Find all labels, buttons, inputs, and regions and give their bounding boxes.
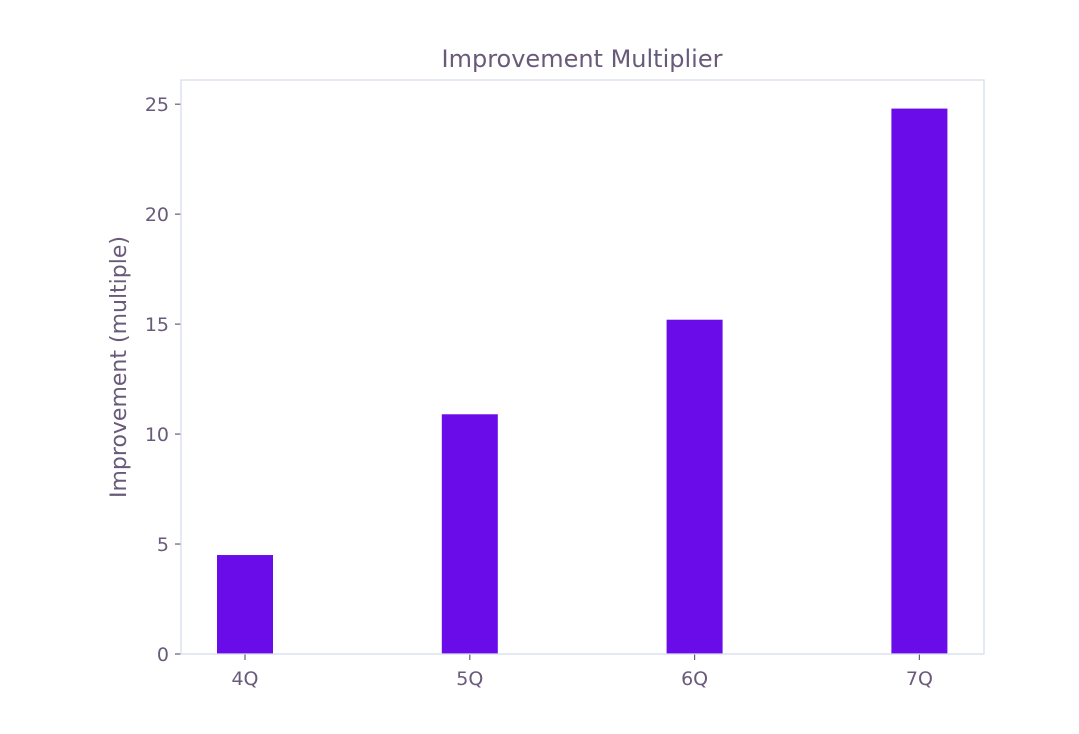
x-tick-label: 7Q: [906, 668, 933, 690]
y-tick-label: 10: [145, 424, 169, 446]
y-axis-ticks: 0 5 10 15 20 25: [145, 94, 181, 666]
y-tick-label: 0: [157, 644, 169, 666]
x-tick-label: 6Q: [681, 668, 708, 690]
y-tick-label: 20: [145, 204, 169, 226]
x-tick-label: 5Q: [456, 668, 483, 690]
bar-6q: [666, 319, 723, 654]
bar-4q: [217, 555, 273, 654]
bar-5q: [441, 414, 498, 654]
y-axis-label: Improvement (multiple): [107, 236, 132, 498]
y-tick-label: 25: [145, 94, 169, 116]
y-tick-label: 5: [157, 534, 169, 556]
bar-7q: [891, 108, 948, 655]
bar-group: [217, 108, 948, 655]
plot-frame: [180, 79, 985, 655]
x-axis-ticks: 4Q 5Q 6Q 7Q: [231, 654, 933, 690]
y-tick-label: 15: [145, 314, 169, 336]
chart-title: Improvement Multiplier: [442, 45, 723, 73]
x-tick-label: 4Q: [231, 668, 258, 690]
